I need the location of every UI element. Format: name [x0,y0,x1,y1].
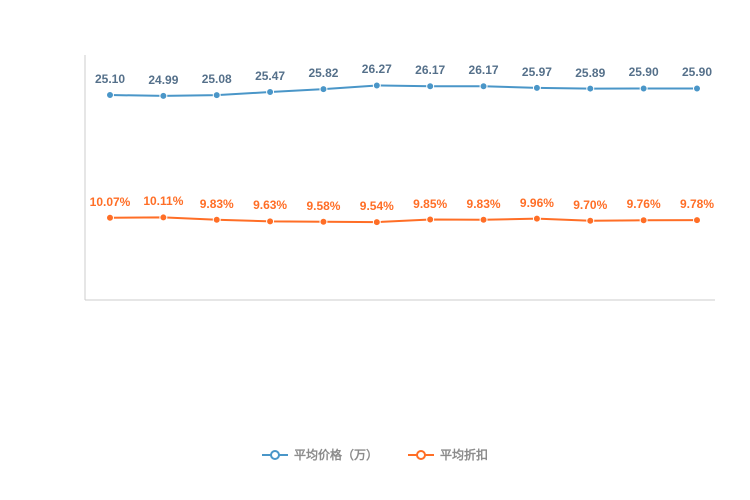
data-point [532,214,541,223]
data-point [372,218,381,227]
data-point [693,216,701,225]
line-dot-marker-icon [261,449,288,461]
data-point [212,215,221,224]
data-point [586,216,595,225]
legend: 平均价格（万） 平均折扣 [0,446,750,463]
data-point [319,85,328,94]
series-line-0 [109,84,697,97]
legend-label-average-discount: 平均折扣 [440,448,489,462]
series-layer [106,81,701,227]
data-point [639,216,648,225]
data-point [693,84,701,93]
line-dot-marker-icon [408,449,434,461]
data-point [159,91,168,100]
data-point [212,91,221,100]
data-point [319,217,328,226]
legend-item-average-price[interactable]: 平均价格（万） [261,446,378,463]
data-point [106,213,114,222]
data-point [426,215,435,224]
legend-item-average-discount[interactable]: 平均折扣 [408,446,488,463]
data-point [639,84,648,93]
legend-label-average-price: 平均价格（万） [293,448,378,462]
data-point [372,81,381,90]
data-point [479,215,488,224]
data-point [479,82,488,91]
data-point [266,217,275,226]
data-point [426,82,435,91]
data-point [266,87,275,96]
data-point [106,91,114,100]
data-point [159,213,168,222]
series-line-1 [109,216,698,224]
data-point [532,83,541,92]
data-point [586,84,595,93]
